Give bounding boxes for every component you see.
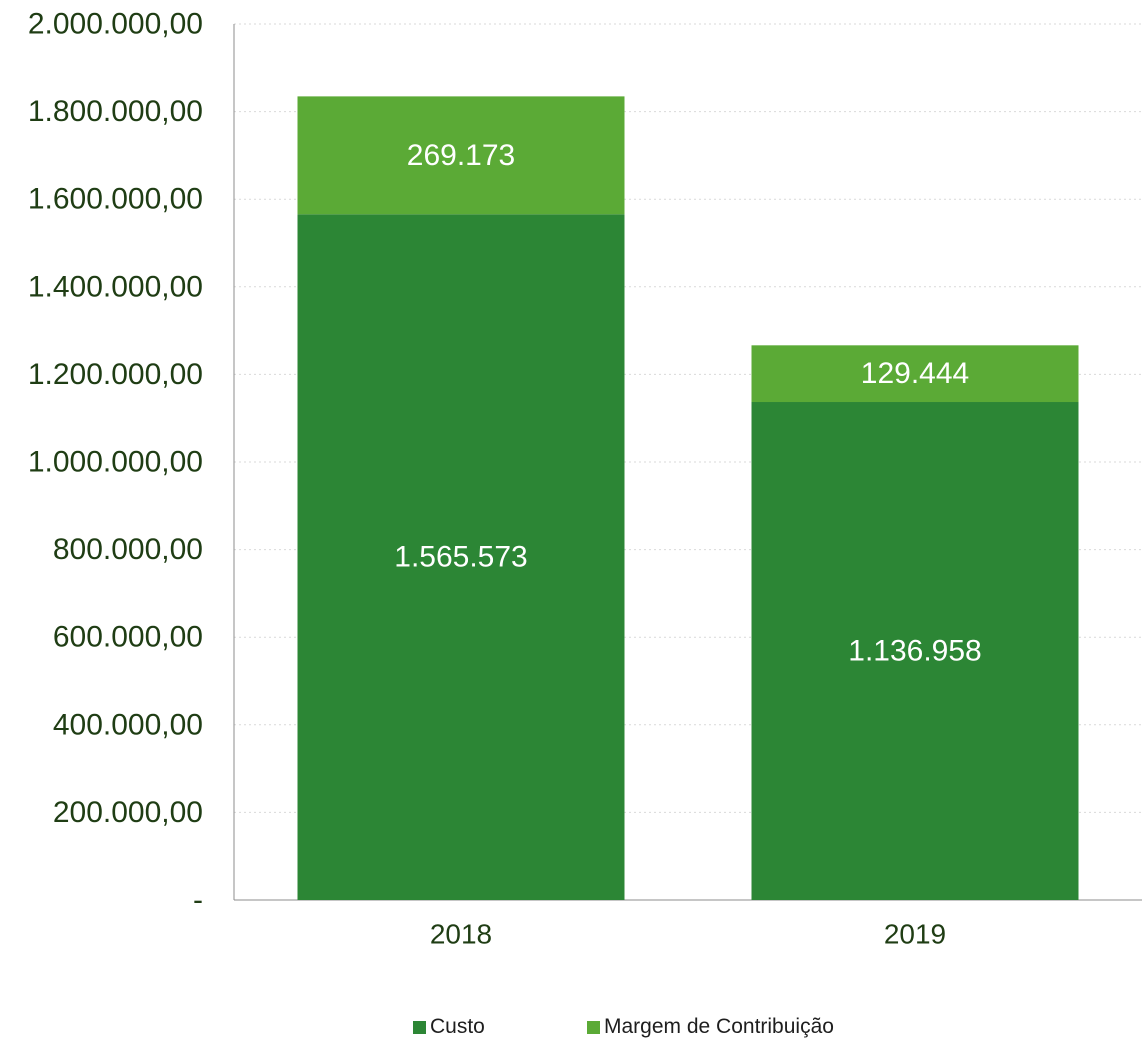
y-tick-label: 800.000,00	[53, 533, 203, 566]
y-tick-label: -	[193, 884, 203, 917]
bar-custo-2019	[751, 402, 1079, 900]
legend-label-margem-de-contribuicao: Margem de Contribuição	[604, 1015, 834, 1038]
y-tick-label: 2.000.000,00	[28, 8, 203, 41]
bar-data-labels: 1.565.573 269.173 1.136.958 129.444	[394, 139, 981, 668]
bar-margem-de-contribuicao-2019	[751, 345, 1079, 403]
legend: Custo Margem de Contribuição	[0, 1015, 1142, 1045]
x-tick-label: 2018	[430, 919, 492, 950]
x-axis-tick-labels: 2018 2019	[430, 919, 946, 950]
legend-item-margem-de-contribuicao: Margem de Contribuição	[587, 1015, 834, 1039]
data-label-margem-de-contribuicao-2019: 129.444	[861, 357, 969, 390]
bar-margem-de-contribuicao-2018	[297, 96, 625, 215]
y-tick-label: 1.400.000,00	[28, 270, 203, 303]
legend-swatch-margem-de-contribuicao	[587, 1020, 600, 1034]
y-tick-label: 1.800.000,00	[28, 95, 203, 128]
data-label-custo-2019: 1.136.958	[848, 635, 981, 668]
legend-item-custo: Custo	[413, 1015, 485, 1039]
y-tick-label: 400.000,00	[53, 708, 203, 741]
legend-swatch-custo	[413, 1020, 426, 1034]
data-label-custo-2018: 1.565.573	[394, 541, 527, 574]
y-tick-label: 1.000.000,00	[28, 446, 203, 479]
data-label-margem-de-contribuicao-2018: 269.173	[407, 139, 515, 172]
stacked-bar-chart: - 200.000,00 400.000,00 600.000,00 800.000,0…	[28, 8, 1142, 950]
y-axis-tick-labels: - 200.000,00 400.000,00 600.000,00 800.000,0…	[28, 8, 203, 917]
y-tick-label: 1.200.000,00	[28, 358, 203, 391]
x-tick-label: 2019	[884, 919, 946, 950]
legend-label-custo: Custo	[430, 1015, 485, 1038]
y-tick-label: 200.000,00	[53, 796, 203, 829]
y-tick-label: 1.600.000,00	[28, 183, 203, 216]
bar-custo-2018	[297, 214, 625, 900]
bars	[297, 96, 1079, 900]
y-tick-label: 600.000,00	[53, 621, 203, 654]
